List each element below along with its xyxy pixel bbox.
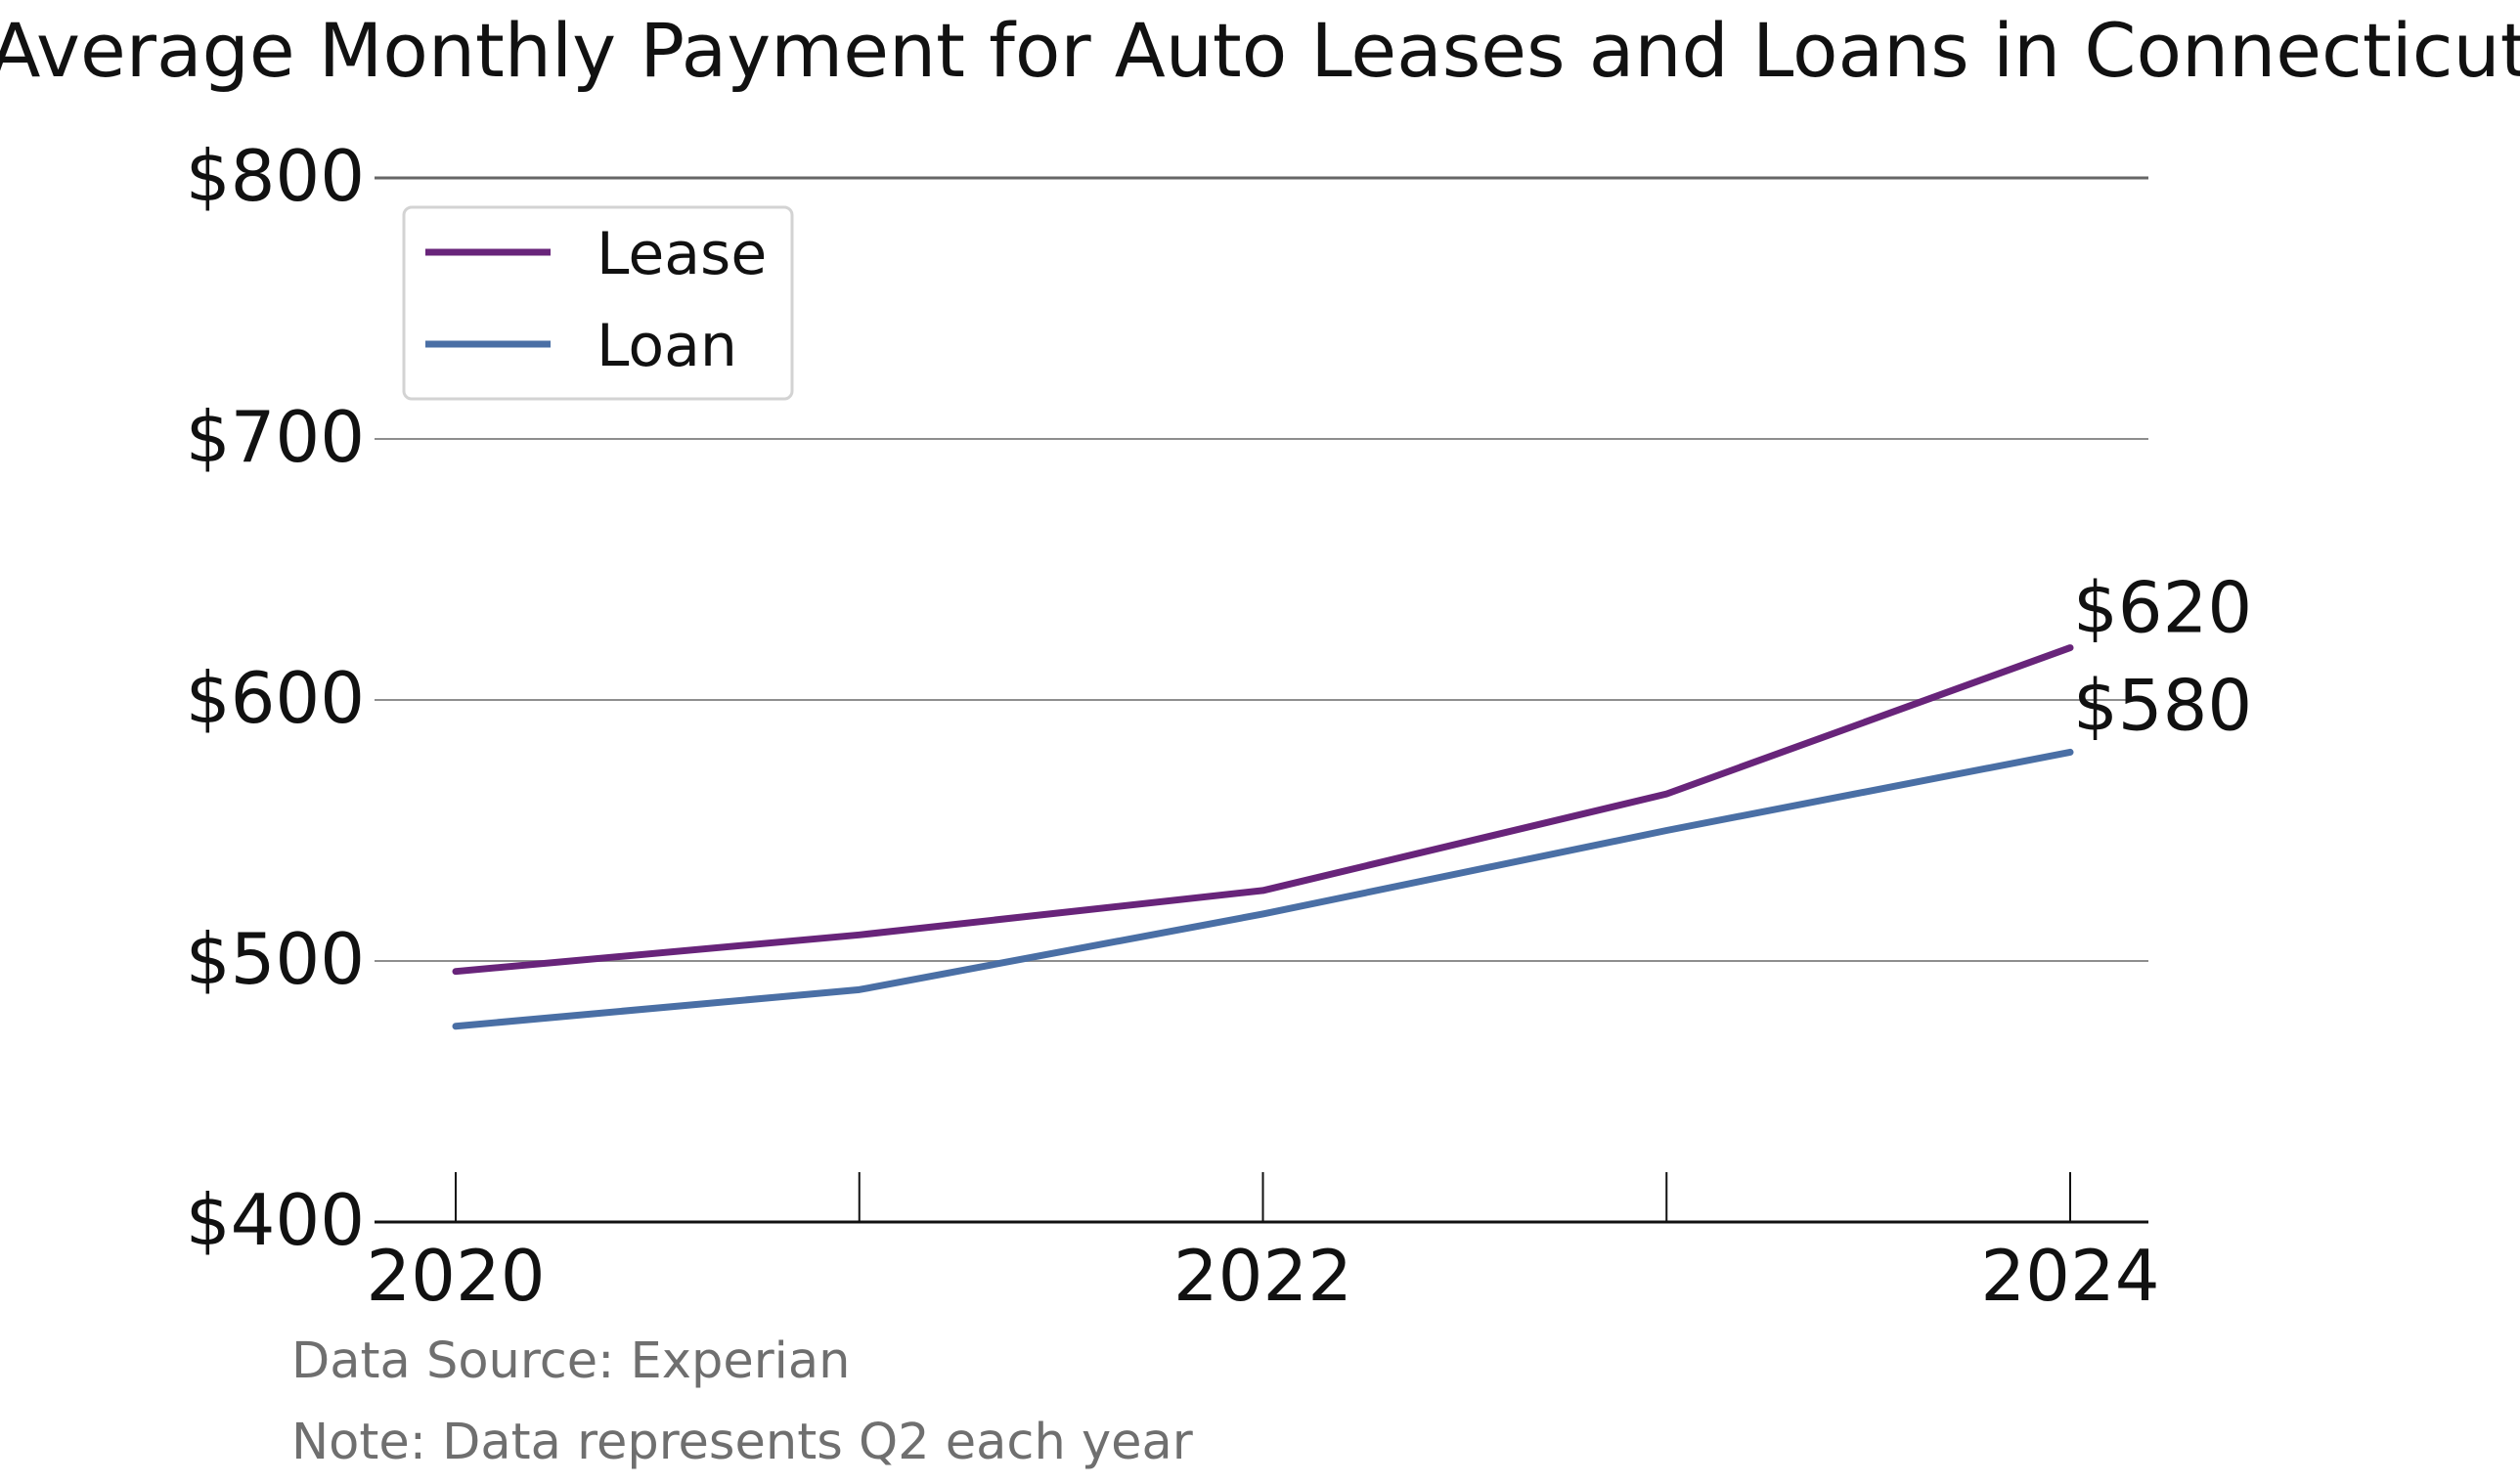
axis-layer: $400 $500 $600 $700 $800 2020 2022 2024: [186, 135, 2160, 1317]
chart-title: Average Monthly Payment for Auto Leases …: [0, 7, 2520, 94]
x-tick-label-2024: 2024: [1980, 1235, 2159, 1317]
y-tick-label-500: $500: [186, 918, 365, 1000]
legend-lease-label: Lease: [597, 220, 767, 288]
y-tick-label-400: $400: [186, 1179, 365, 1261]
legend-loan-label: Loan: [597, 312, 737, 380]
x-tick-label-2020: 2020: [366, 1235, 545, 1317]
label-layer: $620 $580: [2073, 567, 2252, 747]
y-tick-label-600: $600: [186, 657, 365, 739]
data-source-note: Data Source: Experian: [291, 1332, 850, 1390]
y-tick-label-800: $800: [186, 135, 365, 217]
data-note: Note: Data represents Q2 each year: [291, 1414, 1193, 1471]
grid-layer: [375, 176, 2148, 962]
y-tick-label-700: $700: [186, 396, 365, 478]
legend: Lease Loan: [402, 205, 794, 401]
series-layer: [452, 644, 2074, 1030]
end-label-loan: $580: [2073, 664, 2252, 746]
series-line-lease: [452, 644, 2074, 976]
x-tick-label-2022: 2022: [1173, 1235, 1352, 1317]
end-label-lease: $620: [2073, 567, 2252, 649]
